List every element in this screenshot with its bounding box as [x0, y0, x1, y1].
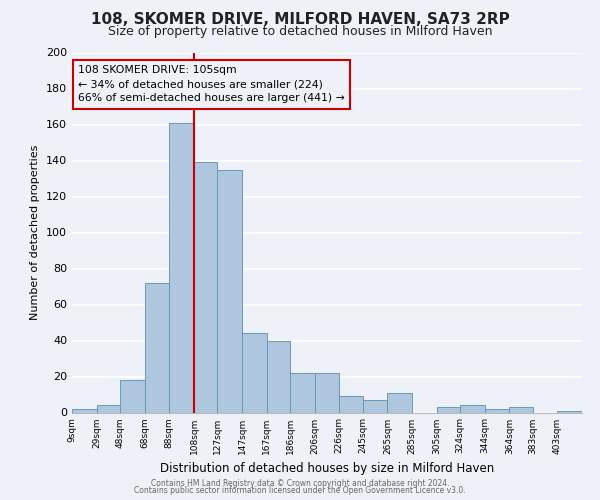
Text: 108, SKOMER DRIVE, MILFORD HAVEN, SA73 2RP: 108, SKOMER DRIVE, MILFORD HAVEN, SA73 2…: [91, 12, 509, 28]
Bar: [363, 400, 388, 412]
Bar: [97, 406, 120, 412]
Bar: [460, 406, 485, 412]
Bar: [242, 334, 266, 412]
Bar: [217, 170, 242, 412]
Bar: [266, 340, 290, 412]
Bar: [120, 380, 145, 412]
Text: 108 SKOMER DRIVE: 105sqm
← 34% of detached houses are smaller (224)
66% of semi-: 108 SKOMER DRIVE: 105sqm ← 34% of detach…: [78, 65, 345, 103]
Bar: [290, 373, 314, 412]
Bar: [485, 409, 509, 412]
Text: Contains public sector information licensed under the Open Government Licence v3: Contains public sector information licen…: [134, 486, 466, 495]
Y-axis label: Number of detached properties: Number of detached properties: [31, 145, 40, 320]
Bar: [509, 407, 533, 412]
Bar: [169, 122, 194, 412]
Bar: [340, 396, 363, 412]
Bar: [194, 162, 217, 412]
Text: Size of property relative to detached houses in Milford Haven: Size of property relative to detached ho…: [108, 25, 492, 38]
Bar: [72, 409, 97, 412]
X-axis label: Distribution of detached houses by size in Milford Haven: Distribution of detached houses by size …: [160, 462, 494, 475]
Bar: [557, 410, 582, 412]
Bar: [388, 392, 412, 412]
Text: Contains HM Land Registry data © Crown copyright and database right 2024.: Contains HM Land Registry data © Crown c…: [151, 478, 449, 488]
Bar: [145, 283, 169, 412]
Bar: [437, 407, 460, 412]
Bar: [314, 373, 340, 412]
